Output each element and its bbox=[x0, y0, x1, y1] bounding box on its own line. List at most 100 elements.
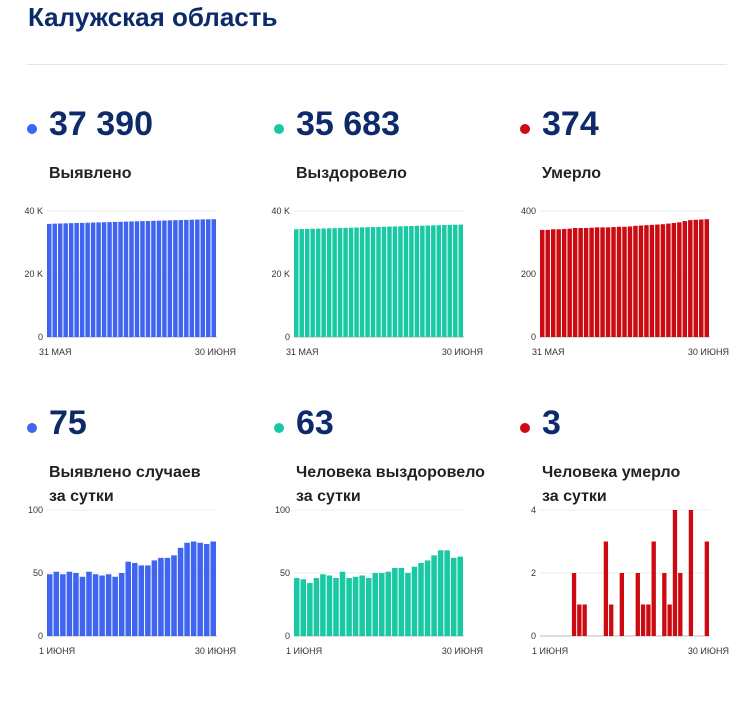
bar bbox=[688, 510, 694, 636]
bar bbox=[556, 229, 561, 337]
bar bbox=[92, 574, 99, 636]
bar bbox=[376, 226, 381, 337]
recovered-total-value: 35 683 bbox=[296, 105, 400, 143]
y-tick-label: 0 bbox=[38, 332, 43, 342]
bar bbox=[315, 228, 321, 337]
panel-recovered-daily: 63 Человека выздоровело за сутки 0 50 100 1… bbox=[274, 403, 489, 703]
recovered-daily-label-2: за сутки bbox=[296, 488, 361, 505]
series-dot bbox=[27, 124, 37, 134]
bar bbox=[178, 220, 184, 337]
bar bbox=[418, 562, 424, 636]
y-tick-label: 0 bbox=[285, 631, 290, 641]
bar bbox=[339, 571, 346, 636]
bar bbox=[649, 224, 655, 337]
bar bbox=[704, 541, 709, 636]
bar bbox=[379, 573, 385, 636]
bar bbox=[644, 225, 649, 337]
bar bbox=[550, 229, 556, 337]
panel-deaths-total: 374 Умерло 0 200 400 31 МАЯ 30 ИЮНЯ bbox=[520, 104, 735, 404]
y-tick-label: 40 K bbox=[24, 206, 43, 216]
bar bbox=[431, 225, 436, 337]
bar bbox=[337, 228, 343, 337]
bar bbox=[372, 573, 378, 636]
bar bbox=[662, 573, 667, 636]
y-tick-label: 50 bbox=[33, 568, 43, 578]
bar bbox=[352, 576, 359, 636]
bar bbox=[414, 225, 420, 337]
bar bbox=[140, 221, 145, 337]
bar bbox=[129, 221, 134, 337]
bar bbox=[437, 550, 444, 636]
bar bbox=[307, 583, 313, 636]
x-tick-label: 30 ИЮНЯ bbox=[195, 347, 236, 357]
bar bbox=[90, 222, 96, 337]
bar bbox=[567, 228, 572, 337]
deaths-daily-value: 3 bbox=[542, 404, 561, 442]
bar bbox=[398, 226, 403, 337]
bar bbox=[333, 578, 339, 636]
bar bbox=[603, 541, 609, 636]
bar bbox=[677, 222, 682, 337]
bar bbox=[450, 557, 457, 636]
bar bbox=[605, 227, 611, 337]
bar bbox=[326, 575, 333, 636]
panel-recovered-total: 35 683 Выздоровело 0 20 K 40 K 31 МАЯ 30 ИЮН… bbox=[271, 104, 489, 404]
bar bbox=[151, 220, 156, 337]
confirmed-total-label: Выявлено bbox=[49, 165, 132, 182]
bar bbox=[392, 226, 398, 337]
bar bbox=[365, 578, 372, 636]
x-tick-label: 30 ИЮНЯ bbox=[195, 646, 236, 656]
bar bbox=[299, 229, 304, 337]
bar bbox=[660, 224, 666, 337]
confirmed-daily-value: 75 bbox=[49, 404, 87, 442]
bar bbox=[173, 220, 178, 337]
bar bbox=[206, 219, 211, 337]
bar bbox=[589, 227, 594, 337]
bar bbox=[561, 228, 567, 337]
bar bbox=[619, 573, 624, 636]
panel-confirmed-daily: 75 Выявлено случаев за сутки 0 50 100 1 ИЮН… bbox=[27, 403, 242, 703]
bar bbox=[616, 226, 622, 337]
x-tick-label: 31 МАЯ bbox=[39, 347, 72, 357]
x-tick-label: 30 ИЮНЯ bbox=[688, 646, 729, 656]
bar bbox=[138, 565, 145, 636]
deaths-daily-label-2: за сутки bbox=[542, 488, 607, 505]
series-dot bbox=[274, 124, 284, 134]
bar bbox=[646, 604, 651, 636]
bar bbox=[164, 557, 171, 636]
bar bbox=[195, 219, 200, 337]
bar bbox=[600, 227, 605, 337]
bar bbox=[359, 575, 365, 636]
x-tick-label: 1 ИЮНЯ bbox=[286, 646, 322, 656]
bar bbox=[405, 573, 411, 636]
bar bbox=[622, 226, 627, 337]
bar bbox=[332, 228, 337, 337]
bar bbox=[107, 222, 112, 337]
bar bbox=[68, 223, 74, 337]
bar bbox=[348, 227, 354, 337]
y-tick-label: 400 bbox=[521, 206, 536, 216]
y-tick-label: 20 K bbox=[24, 269, 43, 279]
bar bbox=[359, 227, 365, 337]
bar bbox=[310, 228, 315, 337]
bar bbox=[184, 542, 190, 636]
bar bbox=[392, 567, 398, 636]
bar bbox=[53, 571, 60, 636]
bar bbox=[354, 227, 359, 337]
bar bbox=[425, 225, 431, 337]
chart-confirmed-daily: 0 50 100 1 ИЮНЯ 30 ИЮНЯ bbox=[28, 505, 236, 656]
x-tick-label: 30 ИЮНЯ bbox=[442, 347, 483, 357]
panel-confirmed-total: 37 390 Выявлено 0 20 K 40 K 31 МАЯ 30 ИЮНЯ bbox=[24, 104, 242, 404]
bar bbox=[132, 562, 138, 636]
recovered-daily-label: Человека выздоровело bbox=[296, 464, 485, 481]
bar bbox=[704, 219, 709, 337]
x-tick-label: 30 ИЮНЯ bbox=[442, 646, 483, 656]
bar bbox=[671, 222, 677, 337]
bar bbox=[52, 223, 57, 337]
bar bbox=[300, 579, 307, 636]
deaths-daily-label: Человека умерло bbox=[542, 464, 681, 481]
bar bbox=[385, 571, 392, 636]
divider bbox=[27, 64, 727, 65]
bar bbox=[458, 224, 463, 337]
bar bbox=[189, 219, 195, 337]
